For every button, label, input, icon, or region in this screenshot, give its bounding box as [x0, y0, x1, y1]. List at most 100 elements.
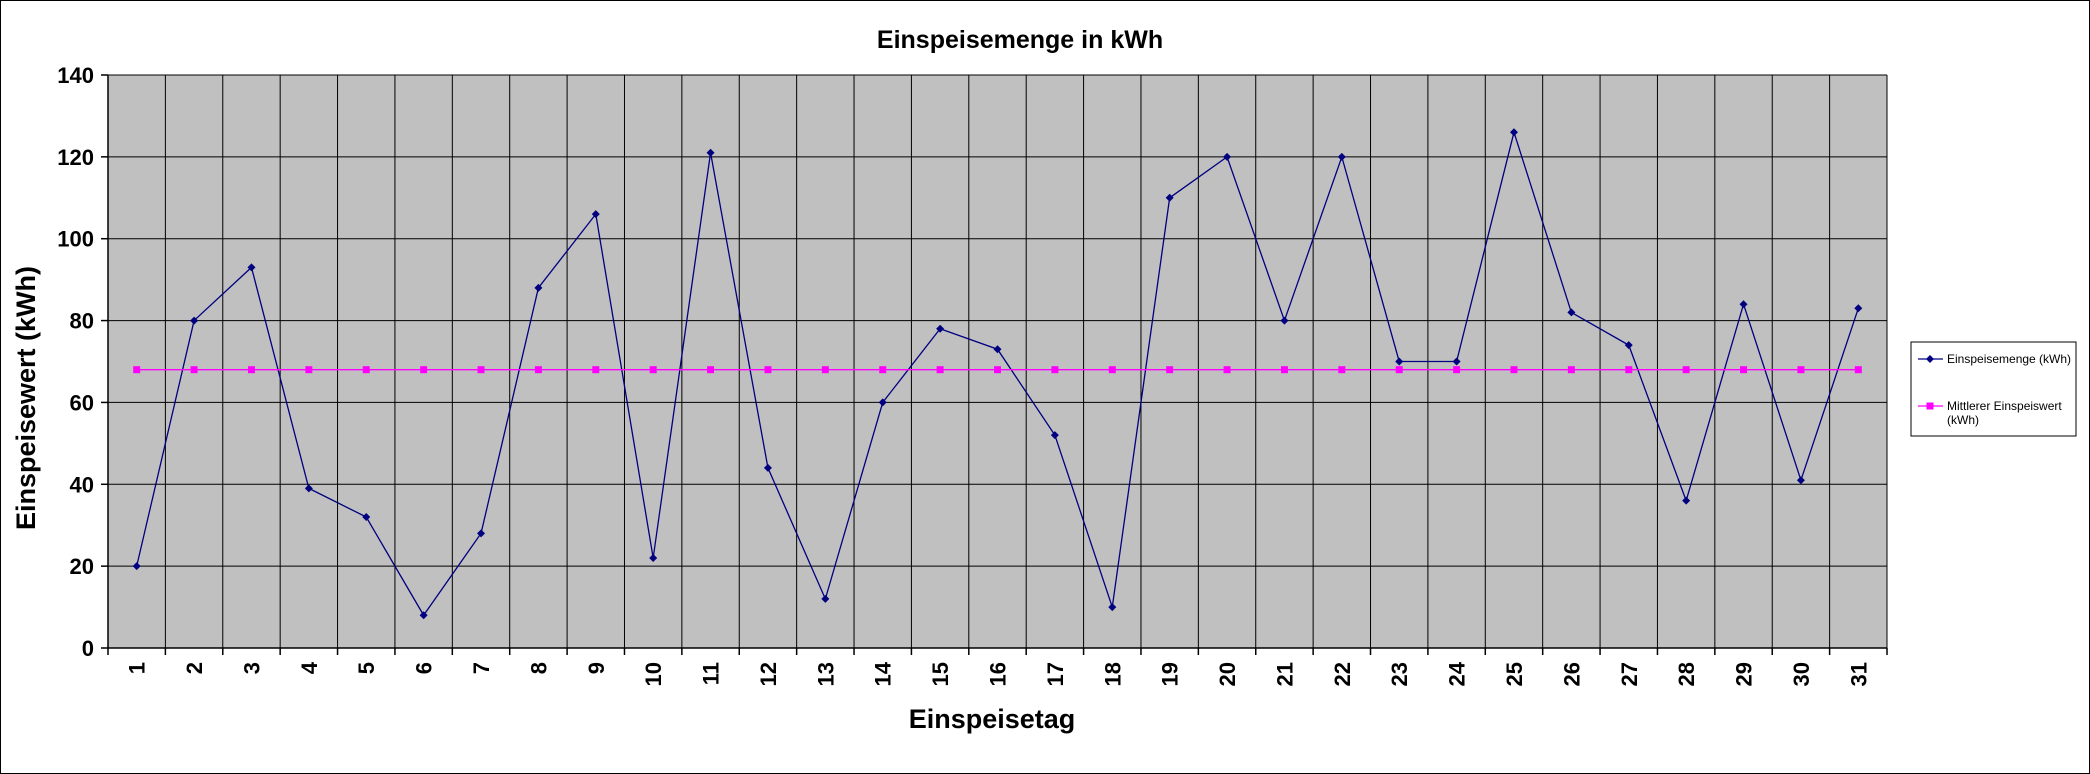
- x-tick-label: 24: [1445, 661, 1470, 686]
- data-point: [1796, 476, 1805, 485]
- y-tick-label: 100: [57, 227, 94, 252]
- x-tick-label: 19: [1158, 662, 1183, 686]
- data-point: [1854, 366, 1862, 374]
- data-point: [1223, 152, 1232, 161]
- data-point: [1682, 496, 1691, 505]
- x-tick-label: 5: [354, 662, 379, 674]
- data-point: [821, 594, 830, 603]
- x-tick-label: 15: [928, 662, 953, 686]
- data-point: [1510, 366, 1518, 374]
- x-tick-label: 2: [182, 662, 207, 674]
- data-point: [247, 366, 255, 374]
- legend-box: [1910, 341, 2077, 437]
- x-tick-label: 6: [412, 662, 437, 674]
- data-point: [477, 366, 485, 374]
- data-point: [190, 316, 199, 325]
- data-point: [1797, 366, 1805, 374]
- data-point: [993, 345, 1002, 354]
- data-point: [1337, 152, 1346, 161]
- data-point: [1338, 366, 1346, 374]
- data-point: [420, 366, 428, 374]
- data-point: [1739, 300, 1748, 309]
- data-point: [649, 553, 658, 562]
- data-point: [994, 366, 1001, 374]
- data-point: [1280, 366, 1288, 374]
- data-point: [1395, 357, 1404, 366]
- data-point: [764, 366, 772, 374]
- y-tick-labels: 0 20 40 60 80 100 120 140: [57, 63, 94, 661]
- legend-entry-label: Einspeisemenge (kWh): [1947, 352, 2071, 366]
- x-tick-label: 8: [526, 662, 551, 674]
- data-point: [1740, 366, 1748, 374]
- data-point: [1453, 366, 1461, 374]
- y-axis-label: Einspeisewert (kWh): [11, 266, 41, 530]
- data-point: [1108, 366, 1116, 374]
- data-point: [362, 513, 371, 522]
- data-point: [1682, 366, 1690, 374]
- data-point: [649, 366, 657, 374]
- data-point: [1223, 366, 1231, 374]
- x-tick-label: 22: [1330, 662, 1355, 686]
- x-tick-label: 12: [756, 662, 781, 686]
- y-tick-label: 140: [57, 63, 94, 88]
- x-tick-label: 4: [297, 661, 322, 674]
- axes: [101, 74, 1888, 655]
- data-point: [304, 484, 313, 493]
- x-tick-label: 30: [1789, 662, 1814, 686]
- data-point: [305, 366, 313, 374]
- data-point: [1108, 603, 1117, 612]
- data-point: [1280, 316, 1289, 325]
- x-tick-label: 25: [1502, 662, 1527, 686]
- x-tick-label: 20: [1215, 662, 1240, 686]
- x-tick-label: 18: [1100, 662, 1125, 686]
- data-point: [1452, 357, 1461, 366]
- data-point: [879, 366, 887, 374]
- data-point: [247, 263, 256, 272]
- legend-marker: [1926, 355, 1934, 363]
- x-tick-label: 21: [1272, 662, 1297, 686]
- y-tick-label: 20: [70, 554, 94, 579]
- legend-entry-label: (kWh): [1947, 413, 1979, 427]
- x-tick-label: 13: [813, 662, 838, 686]
- data-point: [362, 366, 370, 374]
- y-tick-label: 40: [70, 472, 94, 497]
- x-tick-label: 1: [125, 662, 150, 674]
- x-tick-label: 31: [1846, 662, 1871, 686]
- data-point: [1050, 431, 1059, 440]
- chart-title: Einspeisemenge in kWh: [877, 26, 1163, 54]
- data-point: [936, 366, 944, 374]
- legend-marker: [1926, 402, 1934, 410]
- data-point: [1395, 366, 1403, 374]
- x-tick-label: 16: [986, 662, 1011, 686]
- data-point: [706, 148, 715, 157]
- x-tick-label: 23: [1387, 662, 1412, 686]
- data-point: [133, 366, 141, 374]
- x-tick-label: 14: [871, 661, 896, 686]
- data-point: [419, 611, 428, 620]
- x-tick-label: 7: [469, 662, 494, 674]
- x-tick-label: 11: [699, 662, 724, 685]
- y-tick-label: 0: [82, 636, 94, 661]
- y-tick-label: 120: [57, 145, 94, 170]
- data-point: [190, 366, 198, 374]
- data-point: [1509, 128, 1518, 137]
- x-tick-label: 9: [584, 662, 609, 674]
- data-point: [1567, 366, 1575, 374]
- data-point: [763, 463, 772, 472]
- data-point: [534, 366, 542, 374]
- data-point: [1567, 308, 1576, 317]
- data-point: [1051, 366, 1059, 374]
- data-point: [1854, 304, 1863, 313]
- data-point: [1165, 193, 1174, 202]
- data-point: [132, 562, 141, 571]
- x-axis-label: Einspeisetag: [909, 704, 1076, 734]
- data-point: [821, 366, 829, 374]
- data-point: [1625, 366, 1633, 374]
- x-tick-label: 29: [1732, 662, 1757, 686]
- x-tick-label: 28: [1674, 662, 1699, 686]
- y-tick-label: 80: [70, 309, 94, 334]
- plot-area: [108, 75, 1887, 648]
- data-point: [936, 324, 945, 333]
- data-point: [707, 366, 715, 374]
